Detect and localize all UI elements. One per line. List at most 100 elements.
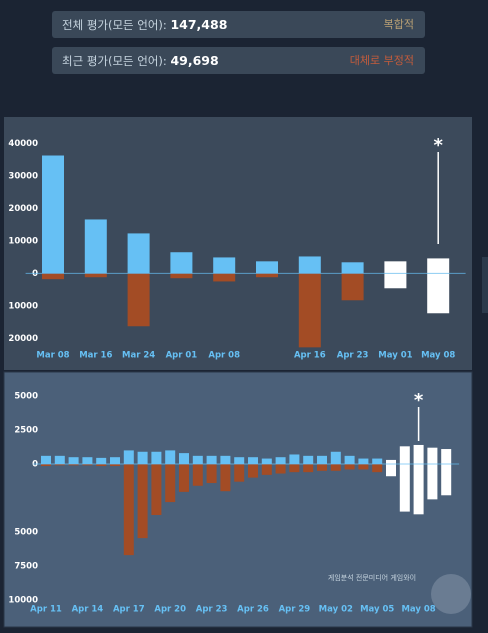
bar [256,273,278,278]
bar [234,457,245,464]
chart-panel [3,371,473,628]
bar [68,457,79,464]
bar [330,451,341,464]
x-tick-label: May 08 [421,351,455,361]
bar [82,464,93,466]
y-tick-label: 5000 [14,392,38,402]
x-tick-label: Mar 08 [36,351,69,361]
x-tick-label: May 08 [401,605,435,615]
bar [165,464,176,503]
x-tick-label: Apr 16 [294,351,326,361]
bar [206,464,217,484]
bar [123,464,134,556]
bar [68,464,79,466]
bar [123,450,134,464]
bar [303,464,314,473]
y-tick-label: 2500 [14,426,38,436]
bar [441,449,452,464]
bar [206,455,217,464]
summary-rating: 대체로 부정적 [350,54,414,67]
bar [384,261,407,274]
y-tick-label: 10000 [8,596,38,606]
bar [213,257,236,274]
y-tick-label: 10000 [8,301,38,311]
scrollbar [482,257,488,313]
bar [127,233,150,274]
bar [42,273,64,280]
bar [384,273,407,289]
bar [84,273,107,278]
bar [179,453,189,464]
x-tick-label: Apr 01 [166,351,198,361]
bar [358,464,369,470]
bar [261,464,272,475]
summary-value: 49,698 [170,53,218,68]
bar [317,455,327,464]
x-tick-label: Apr 17 [113,605,145,615]
bar [372,464,383,473]
x-tick-label: Apr 20 [154,605,186,615]
y-tick-label: 10000 [8,236,38,246]
bar [220,455,231,464]
bar [110,464,120,467]
x-tick-label: Apr 08 [208,351,240,361]
bar [170,273,193,279]
bar [54,455,65,464]
y-tick-label: 5000 [14,528,38,538]
bar [298,273,321,348]
bar [344,455,355,464]
summary-box [52,47,425,74]
annotation: * [433,135,443,156]
bar [341,262,364,274]
bar [298,256,321,274]
y-tick-label: 7500 [14,562,38,572]
x-tick-label: Mar 16 [79,351,112,361]
bar [248,457,258,464]
bar [341,273,364,301]
summary-line: 전체 평가(모든 언어): 147,488 [62,17,227,32]
y-tick-label: 30000 [8,171,38,181]
bar [372,458,383,464]
bar [96,457,107,464]
chart-panel [4,117,472,370]
y-tick-label: 20000 [8,334,38,344]
bar [192,455,203,464]
x-tick-label: Mar 24 [122,351,155,361]
bar [192,464,203,486]
bar [213,273,236,282]
bar [261,458,272,464]
summary-label: 전체 평가(모든 언어): [62,18,167,32]
x-tick-label: Apr 11 [30,605,62,615]
bar [275,457,286,464]
bar [248,464,258,478]
bar [275,464,286,474]
watermark-logo [431,574,471,614]
y-tick-label: 40000 [8,139,38,149]
bar [84,219,107,274]
x-tick-label: May 02 [319,605,353,615]
bar [289,454,300,464]
bar [137,464,148,539]
summary-line: 최근 평가(모든 언어): 49,698 [62,53,219,68]
bar [220,464,231,492]
bar [358,458,369,464]
summary-value: 147,488 [170,17,227,32]
bar [427,447,438,464]
x-tick-label: May 05 [360,605,394,615]
bar [289,464,300,473]
bar [41,455,51,464]
summary-label: 최근 평가(모든 언어): [62,54,167,68]
bar [413,444,424,464]
x-tick-label: Apr 23 [337,351,369,361]
bar [399,446,410,464]
x-tick-label: May 01 [378,351,412,361]
bar [42,155,64,274]
bar [96,464,107,467]
x-tick-label: Apr 23 [196,605,228,615]
x-tick-label: Apr 26 [237,605,269,615]
bar [41,464,51,467]
bar [234,464,245,482]
bar [386,459,396,464]
